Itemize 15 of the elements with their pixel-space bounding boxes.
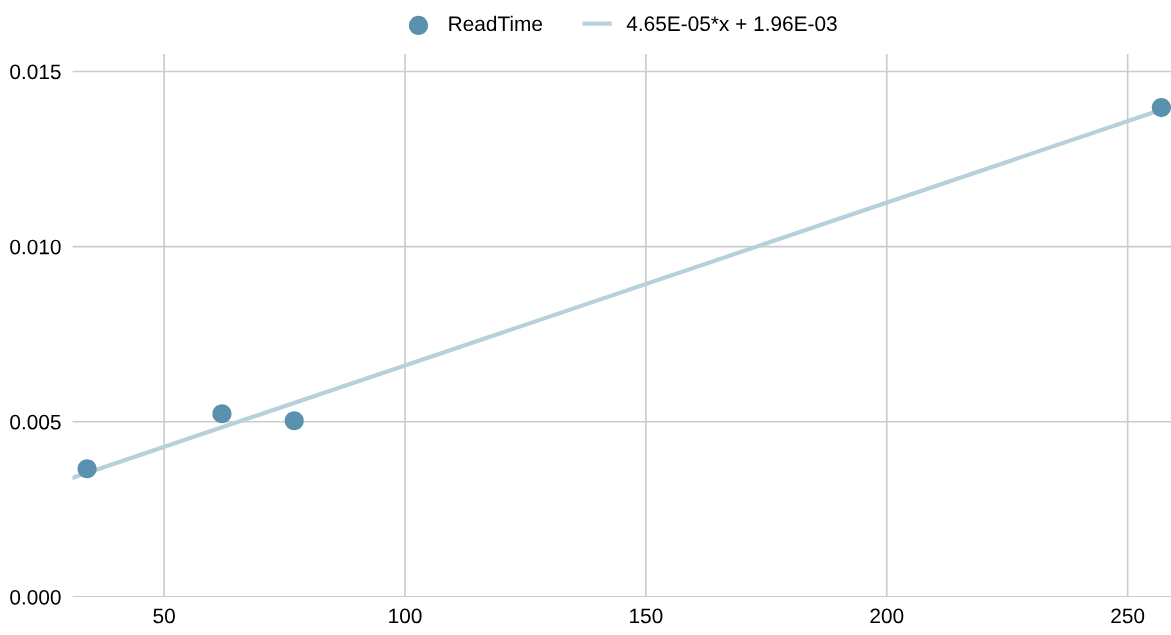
legend-label: 4.65E-05*x + 1.96E-03 [626, 16, 837, 32]
x-tick-label: 100 [389, 608, 422, 624]
point [284, 411, 304, 431]
x-tick-label: 150 [630, 608, 663, 624]
point [1151, 97, 1171, 118]
y-tick-label: 0.015 [10, 64, 61, 80]
x-tick-label: 250 [1111, 608, 1145, 624]
legend-label: ReadTime [449, 15, 543, 32]
y-tick-label: 0.010 [10, 239, 61, 255]
point [77, 459, 97, 479]
x-tick-label: 50 [153, 608, 175, 624]
y-tick-label: 0.000 [10, 589, 61, 605]
x-tick-label: 200 [870, 608, 904, 624]
point [212, 404, 232, 424]
y-tick-label: 0.005 [10, 414, 61, 430]
